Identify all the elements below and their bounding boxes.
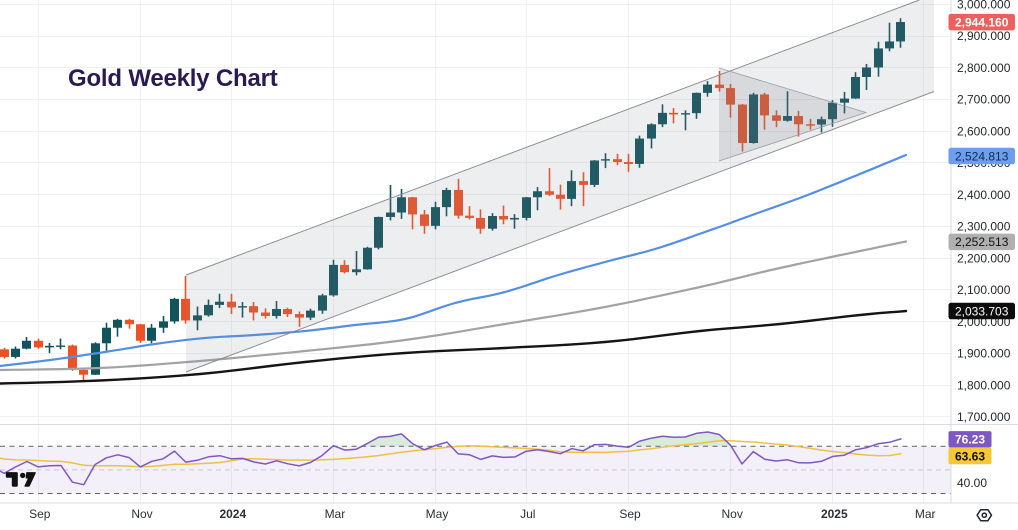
svg-text:2,700.000: 2,700.000 (957, 93, 1011, 107)
svg-text:2,944.160: 2,944.160 (955, 16, 1009, 30)
svg-text:2,100.000: 2,100.000 (957, 283, 1011, 297)
svg-text:2,900.000: 2,900.000 (957, 29, 1011, 43)
svg-text:2024: 2024 (219, 507, 246, 521)
svg-text:1,900.000: 1,900.000 (957, 347, 1011, 361)
svg-text:Nov: Nov (722, 507, 743, 521)
svg-text:May: May (426, 507, 449, 521)
svg-text:1,800.000: 1,800.000 (957, 378, 1011, 392)
svg-text:40.00: 40.00 (957, 476, 987, 490)
svg-text:3,000.000: 3,000.000 (957, 0, 1011, 12)
svg-text:Jul: Jul (520, 507, 535, 521)
svg-text:Sep: Sep (29, 507, 51, 521)
svg-text:Sep: Sep (619, 507, 641, 521)
svg-text:Mar: Mar (325, 507, 346, 521)
svg-text:2,600.000: 2,600.000 (957, 125, 1011, 139)
svg-text:2,800.000: 2,800.000 (957, 61, 1011, 75)
svg-text:76.23: 76.23 (955, 433, 985, 447)
svg-text:Gold Weekly Chart: Gold Weekly Chart (68, 65, 278, 92)
svg-text:2025: 2025 (821, 507, 848, 521)
svg-text:2,252.513: 2,252.513 (955, 235, 1009, 249)
svg-text:2,300.000: 2,300.000 (957, 220, 1011, 234)
svg-text:63.63: 63.63 (955, 449, 985, 463)
svg-text:2,200.000: 2,200.000 (957, 251, 1011, 265)
svg-text:1,700.000: 1,700.000 (957, 410, 1011, 424)
svg-text:2,400.000: 2,400.000 (957, 188, 1011, 202)
svg-text:2,033.703: 2,033.703 (955, 304, 1009, 318)
svg-text:Mar: Mar (915, 507, 936, 521)
svg-text:Nov: Nov (131, 507, 152, 521)
svg-text:2,524.813: 2,524.813 (955, 149, 1009, 163)
